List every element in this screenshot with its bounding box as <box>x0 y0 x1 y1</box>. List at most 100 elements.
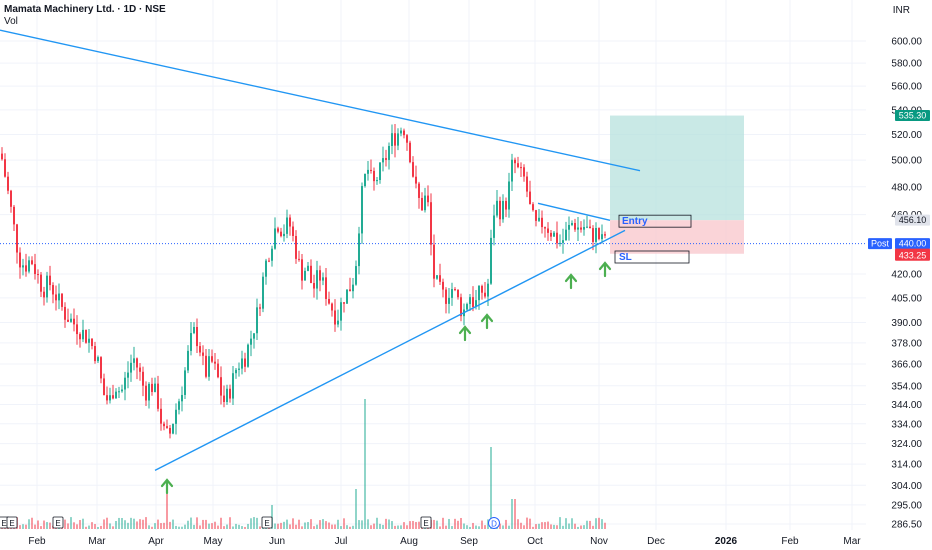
candle-body <box>580 227 582 230</box>
volume-bar <box>43 520 45 529</box>
candle-body <box>352 284 354 292</box>
candle-body <box>136 358 138 368</box>
earnings-marker[interactable] <box>6 516 18 529</box>
volume-bar <box>289 524 291 529</box>
volume-bar <box>559 517 561 529</box>
price-tag-label: 440.00 <box>899 239 927 249</box>
candle-body <box>595 227 597 242</box>
y-tick-label: 304.00 <box>891 481 922 492</box>
price-tag[interactable] <box>895 238 930 250</box>
y-tick-label: 378.00 <box>891 338 922 349</box>
post-tag[interactable] <box>868 238 892 250</box>
candle-body <box>559 242 561 244</box>
candle-body <box>280 231 282 237</box>
volume-bar <box>529 518 531 529</box>
candle-body <box>286 217 288 234</box>
price-tag[interactable] <box>895 249 930 261</box>
volume-bar <box>406 525 408 529</box>
x-tick-label: Mar <box>88 536 106 547</box>
volume-bar <box>520 522 522 529</box>
candle-body <box>244 358 246 367</box>
volume-bar <box>451 526 453 529</box>
candle-body <box>325 277 327 299</box>
candle-body <box>598 227 600 240</box>
x-tick-label: Aug <box>400 536 418 547</box>
volume-bar <box>409 521 411 529</box>
earnings-marker[interactable] <box>420 516 432 529</box>
candle-body <box>457 289 459 298</box>
candle-body <box>4 159 6 177</box>
volume-bar <box>394 525 396 529</box>
earnings-marker[interactable] <box>261 516 273 529</box>
volume-bar <box>175 525 177 529</box>
volume-bar <box>142 519 144 529</box>
symbol-title[interactable]: Mamata Machinery Ltd. · 1D · NSE <box>4 4 166 15</box>
candle-body <box>496 200 498 216</box>
candle-body <box>25 265 27 272</box>
ascending-support-line[interactable] <box>154 229 626 472</box>
volume-bar <box>214 521 216 529</box>
volume-bar <box>544 522 546 529</box>
candle-body <box>562 240 564 243</box>
volume-bar <box>295 524 297 529</box>
y-tick-label: 500.00 <box>891 156 922 167</box>
sl-box[interactable] <box>614 250 690 264</box>
candle-body <box>121 389 123 392</box>
candle-body <box>16 224 18 253</box>
volume-label[interactable]: Vol <box>4 16 18 27</box>
candle-body <box>202 352 204 356</box>
volume-bar <box>160 523 162 529</box>
volume-bar <box>187 520 189 529</box>
earnings-marker[interactable] <box>52 516 64 529</box>
volume-bar <box>499 523 501 529</box>
candle-body <box>454 289 456 291</box>
sl-label: SL <box>619 252 632 263</box>
volume-bar <box>457 520 459 529</box>
candle-body <box>421 197 423 211</box>
chart-header: Mamata Machinery Ltd. · 1D · NSE Vol <box>4 4 166 28</box>
minor-resistance-line[interactable] <box>537 202 611 222</box>
dividend-marker[interactable] <box>488 517 500 529</box>
candle-body <box>475 300 477 307</box>
candle-body <box>175 409 177 424</box>
candle-body <box>106 395 108 401</box>
volume-bar <box>373 523 375 529</box>
descending-resistance-line[interactable] <box>0 29 641 172</box>
candle-body <box>88 338 90 343</box>
candle-body <box>196 326 198 347</box>
candle-body <box>340 302 342 321</box>
price-tag[interactable] <box>895 110 930 122</box>
candle-body <box>484 292 486 297</box>
volume-bar <box>481 520 483 529</box>
volume-bar <box>388 519 390 529</box>
volume-bar <box>301 526 303 529</box>
volume-bar <box>181 526 183 529</box>
volume-bar <box>37 520 39 529</box>
volume-bar <box>139 519 141 529</box>
y-tick-label: 390.00 <box>891 318 922 329</box>
y-tick-label: 334.00 <box>891 419 922 430</box>
candle-body <box>229 388 231 399</box>
target-zone[interactable] <box>610 115 744 221</box>
entry-box[interactable] <box>618 214 692 228</box>
volume-bar <box>532 526 534 529</box>
x-tick-label: Mar <box>843 536 861 547</box>
candle-body <box>310 265 312 283</box>
volume-bar <box>124 520 126 529</box>
volume-bar <box>151 526 153 529</box>
candle-body <box>73 318 75 325</box>
candle-body <box>517 163 519 168</box>
candle-body <box>568 224 570 230</box>
price-tag[interactable] <box>895 214 930 226</box>
candle-body <box>271 248 273 261</box>
volume-bar <box>118 517 120 529</box>
candle-body <box>265 260 267 277</box>
candle-body <box>529 191 531 205</box>
volume-bar <box>217 525 219 529</box>
volume-bar <box>163 522 165 529</box>
candle-body <box>514 159 516 164</box>
volume-bar <box>166 494 168 529</box>
stop-zone[interactable] <box>610 220 744 254</box>
candle-body <box>160 408 162 424</box>
